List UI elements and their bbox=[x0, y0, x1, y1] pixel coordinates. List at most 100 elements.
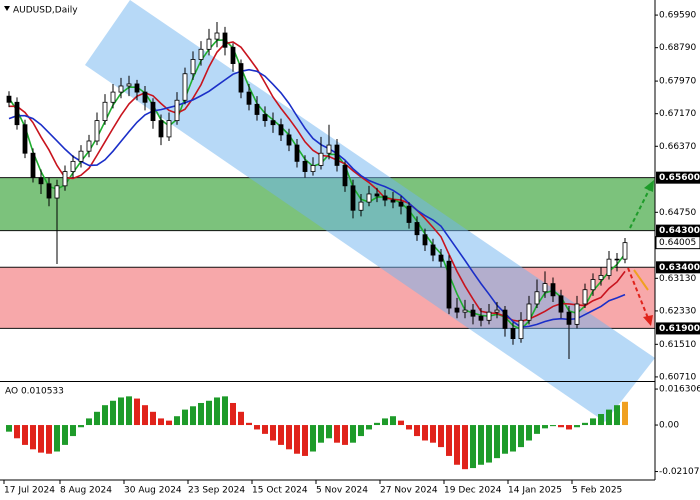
last-price-bg bbox=[655, 236, 700, 250]
candle-body bbox=[46, 183, 52, 199]
ao-bar bbox=[166, 420, 172, 426]
candle-body bbox=[174, 99, 180, 122]
ao-bar bbox=[318, 425, 324, 443]
candle-body bbox=[350, 185, 356, 211]
ao-bar bbox=[246, 422, 252, 426]
ao-bar bbox=[526, 425, 532, 441]
ao-bar bbox=[358, 425, 364, 437]
x-tick-label: 23 Sep 2024 bbox=[188, 486, 245, 496]
candle-body bbox=[590, 279, 596, 291]
ao-bar bbox=[230, 402, 236, 426]
level-label-bg bbox=[656, 171, 700, 184]
plot bbox=[6, 22, 628, 359]
arrow-orange bbox=[633, 269, 649, 291]
candle-body bbox=[150, 101, 156, 122]
candle-body bbox=[94, 120, 100, 142]
ao-bar bbox=[238, 411, 244, 426]
candle-body bbox=[566, 311, 572, 325]
candle-body bbox=[190, 59, 196, 75]
ao-bar bbox=[214, 397, 220, 426]
ao-bar bbox=[158, 418, 164, 426]
x-tick-label: 30 Aug 2024 bbox=[124, 486, 182, 496]
ao-bar bbox=[398, 420, 404, 426]
candle-body bbox=[222, 32, 228, 48]
ao-bar bbox=[54, 425, 60, 452]
y-tick-label: 0.62330 bbox=[659, 306, 696, 316]
y-tick-label: 0.67970 bbox=[659, 77, 696, 87]
ao-bar bbox=[454, 425, 460, 465]
x-tick-label: 8 Aug 2024 bbox=[60, 486, 112, 496]
ao-bar bbox=[182, 409, 188, 426]
candle-body bbox=[598, 275, 604, 280]
candle-body bbox=[198, 48, 204, 60]
candle-body bbox=[62, 171, 68, 187]
candle-body bbox=[382, 195, 388, 201]
ao-bar bbox=[222, 396, 228, 426]
candle-body bbox=[238, 63, 244, 93]
candle-body bbox=[486, 311, 492, 321]
ao-bar bbox=[486, 425, 492, 463]
ao-bar bbox=[190, 406, 196, 426]
ao-bar bbox=[102, 405, 108, 426]
candle-body bbox=[86, 140, 92, 152]
ao-bar bbox=[254, 425, 260, 430]
candle-body bbox=[246, 91, 252, 105]
ao-bar bbox=[494, 425, 500, 459]
ao-bar bbox=[86, 418, 92, 426]
last-price-label: 0.64005 bbox=[659, 238, 696, 248]
candle-body bbox=[286, 134, 292, 146]
ao-tick-label: 0.016306 bbox=[659, 385, 700, 395]
candle-body bbox=[414, 222, 420, 236]
candle-body bbox=[478, 315, 484, 321]
candle-body bbox=[614, 258, 620, 261]
x-tick-label: 27 Nov 2024 bbox=[380, 486, 438, 496]
x-tick-label: 5 Nov 2024 bbox=[316, 486, 368, 496]
ao-bar bbox=[294, 425, 300, 454]
x-tick-label: 17 Jul 2024 bbox=[4, 486, 55, 496]
candle-body bbox=[70, 160, 76, 172]
ao-bar bbox=[22, 425, 28, 445]
ao-bar bbox=[374, 422, 380, 426]
candle-body bbox=[390, 199, 396, 203]
candle-body bbox=[622, 242, 628, 260]
y-tick-label: 0.69590 bbox=[659, 11, 696, 21]
candle-body bbox=[342, 165, 348, 187]
ao-bar bbox=[622, 401, 628, 426]
ao-bar bbox=[62, 425, 68, 445]
level-label: 0.63400 bbox=[659, 263, 700, 273]
ao-bar bbox=[430, 425, 436, 443]
ao-bar bbox=[414, 425, 420, 437]
ao-bar bbox=[598, 414, 604, 426]
ao-bar bbox=[582, 422, 588, 426]
ao-bar bbox=[206, 400, 212, 426]
candle-body bbox=[126, 83, 132, 87]
candle-body bbox=[142, 91, 148, 103]
candle-body bbox=[78, 150, 84, 162]
arrow-up bbox=[629, 187, 651, 229]
level-label: 0.61900 bbox=[659, 324, 700, 334]
candle-body bbox=[318, 152, 324, 166]
level-label-bg bbox=[656, 261, 700, 274]
ao-bar bbox=[366, 425, 372, 430]
ao-bar bbox=[198, 402, 204, 426]
ao-bar bbox=[134, 398, 140, 426]
ao-bar bbox=[462, 425, 468, 470]
ao-bar bbox=[262, 425, 268, 434]
ao-bar bbox=[542, 425, 548, 429]
level-label: 0.65600 bbox=[659, 173, 700, 183]
candle-body bbox=[166, 120, 172, 138]
y-tick-label: 0.68790 bbox=[659, 43, 696, 53]
ao-bar bbox=[30, 425, 36, 450]
ao-bar bbox=[502, 425, 508, 454]
candle-body bbox=[534, 291, 540, 305]
ao-bar bbox=[174, 416, 180, 426]
ao-bar bbox=[558, 425, 564, 428]
candle-body bbox=[302, 160, 308, 172]
forecast-arrows bbox=[627, 180, 654, 326]
ao-bar bbox=[150, 411, 156, 426]
candle-body bbox=[230, 46, 236, 64]
ao-bar bbox=[590, 418, 596, 426]
ao-bar bbox=[270, 425, 276, 441]
y-tick-label: 0.60710 bbox=[659, 372, 696, 382]
ao-bar bbox=[478, 425, 484, 465]
